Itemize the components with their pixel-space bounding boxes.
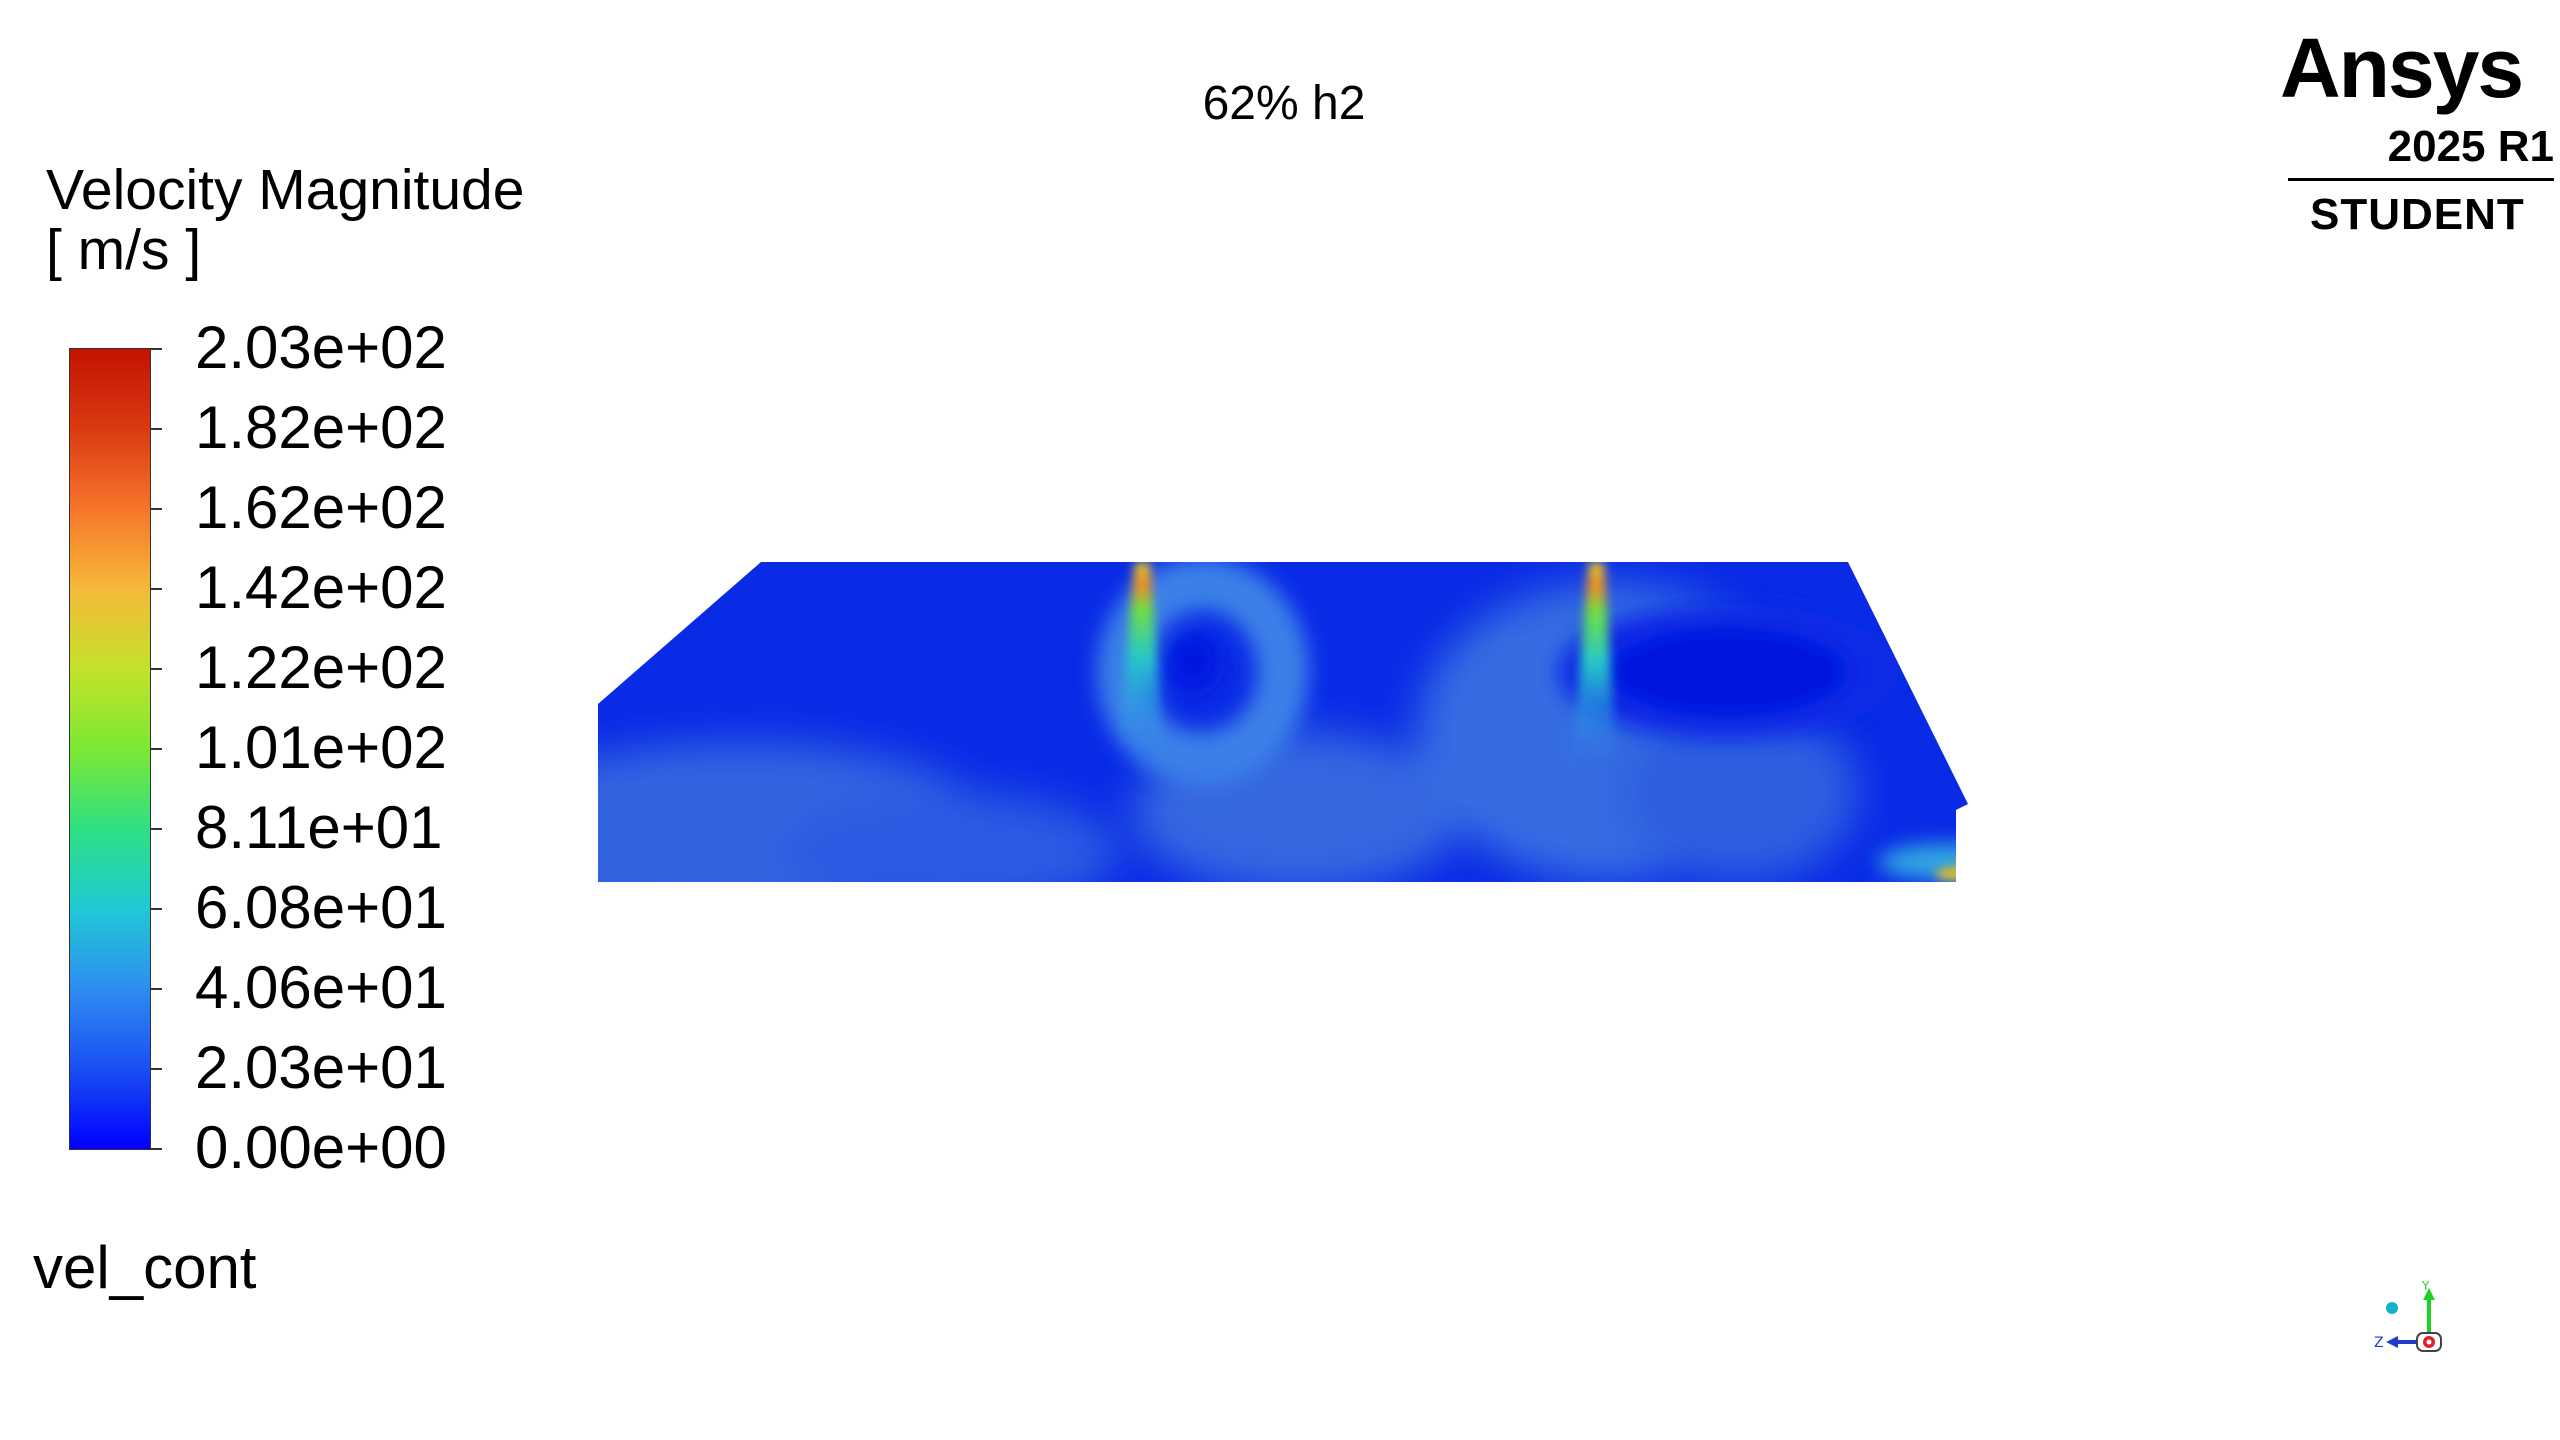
legend-tick-label: 1.22e+02: [195, 634, 447, 701]
legend-tick-label: 1.82e+02: [195, 394, 447, 461]
logo-version: 2025 R1: [2387, 122, 2554, 171]
legend-title: Velocity Magnitude [ m/s ]: [46, 160, 524, 280]
legend-variable: Velocity Magnitude: [46, 158, 525, 222]
logo-brand: Ansys: [2280, 21, 2524, 115]
legend-tick-label: 2.03e+02: [195, 314, 447, 381]
legend-units: [ m/s ]: [46, 218, 202, 282]
legend-tick-label: 0.00e+00: [195, 1114, 447, 1181]
ansys-logo: Ansys 2025 R1 STUDENT: [2280, 20, 2560, 240]
logo-divider: [2288, 178, 2554, 181]
legend-tick-label: 4.06e+01: [195, 954, 447, 1021]
legend-tick-label: 2.03e+01: [195, 1034, 447, 1101]
contour-name: vel_cont: [33, 1234, 257, 1301]
viewport-title: 62% h2: [1202, 77, 1366, 130]
legend-tick-label: 1.01e+02: [195, 714, 447, 781]
logo-edition: STUDENT: [2310, 190, 2525, 239]
legend-tick-label: 6.08e+01: [195, 874, 447, 941]
legend-colorbar: [69, 348, 151, 1150]
inlet-jets: [1118, 562, 1968, 881]
triad-axis-y: Y: [2421, 1280, 2430, 1293]
legend-tick-label: 1.62e+02: [195, 474, 447, 541]
legend-ticks: [150, 348, 162, 1150]
legend-tick-label: 8.11e+01: [195, 794, 443, 861]
triad-axis-z: Z: [2374, 1335, 2384, 1351]
velocity-contour-plot[interactable]: [598, 562, 1978, 892]
axis-triad[interactable]: Y Z: [2372, 1280, 2462, 1370]
legend-tick-label: 1.42e+02: [195, 554, 447, 621]
fluid-domain: [598, 562, 1968, 882]
